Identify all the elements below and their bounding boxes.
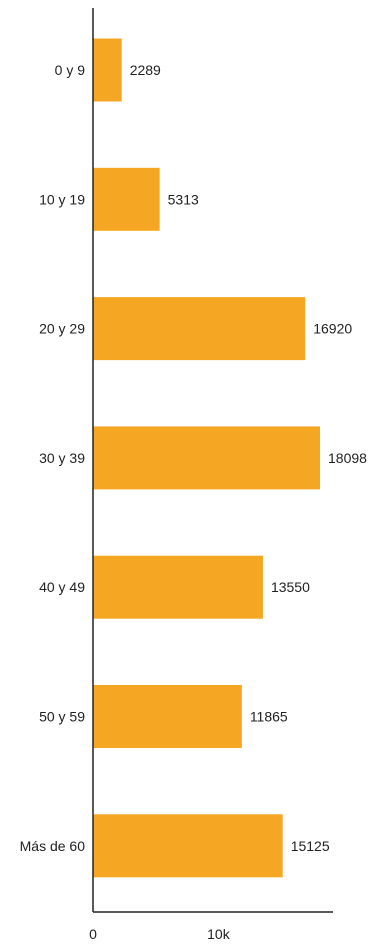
category-label: 30 y 39 xyxy=(39,450,85,466)
category-label: 50 y 59 xyxy=(39,709,85,725)
bars-layer xyxy=(93,38,320,878)
category-label: 0 y 9 xyxy=(55,62,86,78)
bar-0 xyxy=(93,38,122,102)
bar-2 xyxy=(93,297,306,361)
bar-6 xyxy=(93,814,283,878)
value-label: 15125 xyxy=(291,838,330,854)
value-label: 16920 xyxy=(313,321,352,337)
category-label: 40 y 49 xyxy=(39,579,85,595)
category-label: Más de 60 xyxy=(20,838,86,854)
value-label: 2289 xyxy=(130,62,161,78)
labels-layer: 0 y 9 2289 10 y 19 5313 20 y 29 16920 30 y 39 1… xyxy=(20,62,368,854)
x-tick-label: 0 xyxy=(89,926,97,942)
value-label: 11865 xyxy=(250,709,288,725)
bar-5 xyxy=(93,685,242,748)
category-label: 20 y 29 xyxy=(39,321,85,337)
bar-1 xyxy=(93,167,160,231)
value-label: 5313 xyxy=(168,191,199,207)
value-label: 13550 xyxy=(271,579,310,595)
bar-3 xyxy=(93,426,320,490)
category-label: 10 y 19 xyxy=(39,191,85,207)
x-tick-label: 10k xyxy=(207,926,231,942)
bar-4 xyxy=(93,555,263,619)
value-label: 18098 xyxy=(328,450,367,466)
axes-layer: 0 10k xyxy=(89,8,333,942)
